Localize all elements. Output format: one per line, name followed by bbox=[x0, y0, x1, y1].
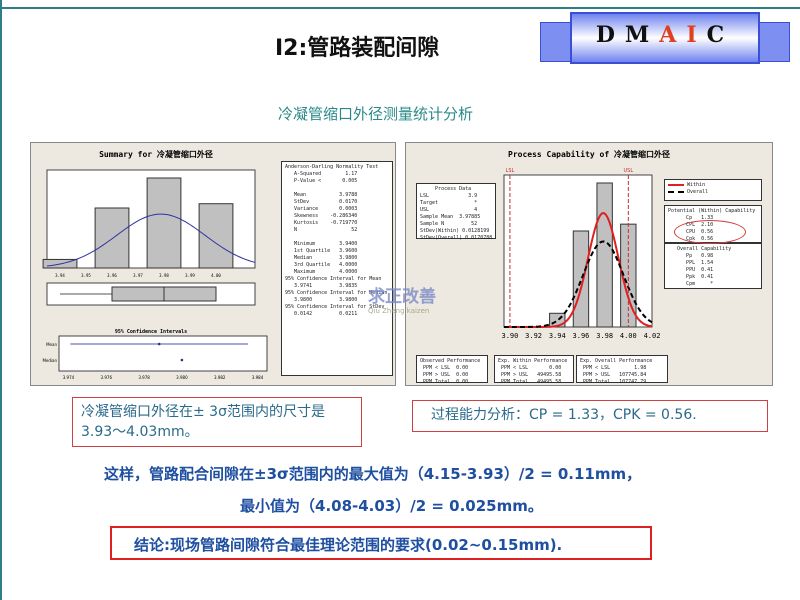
x-tick-label: 4.00 bbox=[620, 332, 637, 340]
ci-label: Median bbox=[42, 358, 57, 363]
spec-limit-label: USL bbox=[624, 168, 634, 174]
highlight-ellipse bbox=[674, 220, 746, 244]
x-tick-label: 3.94 bbox=[549, 332, 566, 340]
x-tick-label: 3.96 bbox=[573, 332, 590, 340]
spec-limit-label: LSL bbox=[506, 168, 515, 174]
x-tick-label: 3.94 bbox=[55, 273, 65, 278]
watermark-logo: 求正改善 Qiu Zheng kaizen bbox=[368, 287, 436, 315]
x-tick-label: 4.02 bbox=[644, 332, 661, 340]
summary-title: Summary for 冷凝管缩口外径 bbox=[99, 150, 213, 159]
text-min-gap: 最小值为（4.08-4.03）/2 = 0.025mm。 bbox=[240, 497, 543, 515]
ci-plot-area bbox=[58, 335, 268, 372]
capability-title: Process Capability of 冷凝管缩口外径 bbox=[508, 150, 670, 159]
histogram-bar bbox=[94, 207, 130, 269]
histogram-bar bbox=[146, 177, 182, 269]
x-tick-label: 3.90 bbox=[501, 332, 518, 340]
x-tick-label: 3.99 bbox=[185, 273, 195, 278]
caption-right: 过程能力分析：CP = 1.33，CPK = 0.56. bbox=[412, 400, 768, 432]
ci-x-tick: 3.978 bbox=[138, 375, 150, 380]
text-max-gap: 这样，管路配合间隙在±3σ范围内的最大值为（4.15-3.93）/2 = 0.1… bbox=[104, 465, 642, 483]
observed-performance: Observed Performance PPM < LSL 0.00 PPM … bbox=[416, 355, 488, 385]
ci-label: Mean bbox=[46, 342, 57, 347]
slide-title: I2:管路装配间隙 bbox=[275, 36, 440, 61]
x-tick-label: 3.98 bbox=[159, 273, 169, 278]
top-rule bbox=[0, 7, 800, 9]
ci-point bbox=[157, 342, 161, 346]
histogram-bar bbox=[572, 230, 590, 328]
x-tick-label: 3.92 bbox=[525, 332, 542, 340]
summary-chart: 3.94 3.95 3.96 3.97 3.98 3.99 4.00 95% Confiden… bbox=[42, 169, 268, 380]
ci-x-tick: 3.980 bbox=[176, 375, 188, 380]
capability-panel: Process Capability of 冷凝管缩口外径 3.90 3.92 3.… bbox=[405, 142, 773, 386]
banner-text: DMAIC bbox=[595, 22, 735, 48]
ci-title: 95% Confidence Intervals bbox=[115, 329, 187, 335]
legend: Within Overall bbox=[664, 179, 762, 201]
summary-stats: Anderson-Darling Normality Test A-Square… bbox=[281, 161, 393, 376]
ci-x-tick: 3.976 bbox=[101, 375, 113, 380]
slide-subtitle: 冷凝管缩口外径测量统计分析 bbox=[278, 105, 474, 123]
x-tick-label: 3.96 bbox=[107, 273, 117, 278]
x-tick-label: 3.98 bbox=[596, 332, 613, 340]
banner-band bbox=[570, 12, 760, 64]
ci-x-tick: 3.974 bbox=[63, 375, 75, 380]
x-tick-label: 3.97 bbox=[133, 273, 143, 278]
left-rule bbox=[0, 0, 2, 600]
dmaic-banner: DMAIC bbox=[540, 8, 790, 68]
overall-capability: Overall Capability Pp 0.98 PPL 1.54 PPU … bbox=[664, 243, 762, 289]
legend-overall: Overall bbox=[668, 189, 758, 196]
summary-panel: Summary for 冷凝管缩口外径 3.94 3.95 3.96 3.97 3.98… bbox=[30, 142, 396, 386]
histogram-bar bbox=[596, 182, 613, 328]
conclusion-box: 结论:现场管路间隙符合最佳理论范围的要求(0.02~0.15mm). bbox=[110, 526, 652, 560]
fit-curve-overall bbox=[504, 240, 653, 328]
x-tick-label: 3.95 bbox=[81, 273, 91, 278]
legend-within: Within bbox=[668, 182, 758, 189]
fit-curve-normal bbox=[46, 213, 256, 267]
ci-x-tick: 3.982 bbox=[214, 375, 226, 380]
capability-chart: 3.90 3.92 3.94 3.96 3.98 4.00 4.02 LSL USL bbox=[501, 168, 661, 340]
exp-within-performance: Exp. Within Performance PPM < LSL 0.00 P… bbox=[494, 355, 574, 385]
exp-overall-performance: Exp. Overall Performance PPM < LSL 1.98 … bbox=[576, 355, 668, 385]
caption-left: 冷凝管缩口外径在± 3σ范围内的尺寸是3.93～4.03mm。 bbox=[72, 397, 362, 447]
process-data: Process Data LSL 3.9 Target * USL 4 Samp… bbox=[416, 183, 496, 241]
x-tick-label: 4.00 bbox=[211, 273, 221, 278]
histogram-bar bbox=[198, 203, 234, 269]
ci-point bbox=[180, 358, 184, 362]
ci-x-tick: 3.984 bbox=[252, 375, 264, 380]
